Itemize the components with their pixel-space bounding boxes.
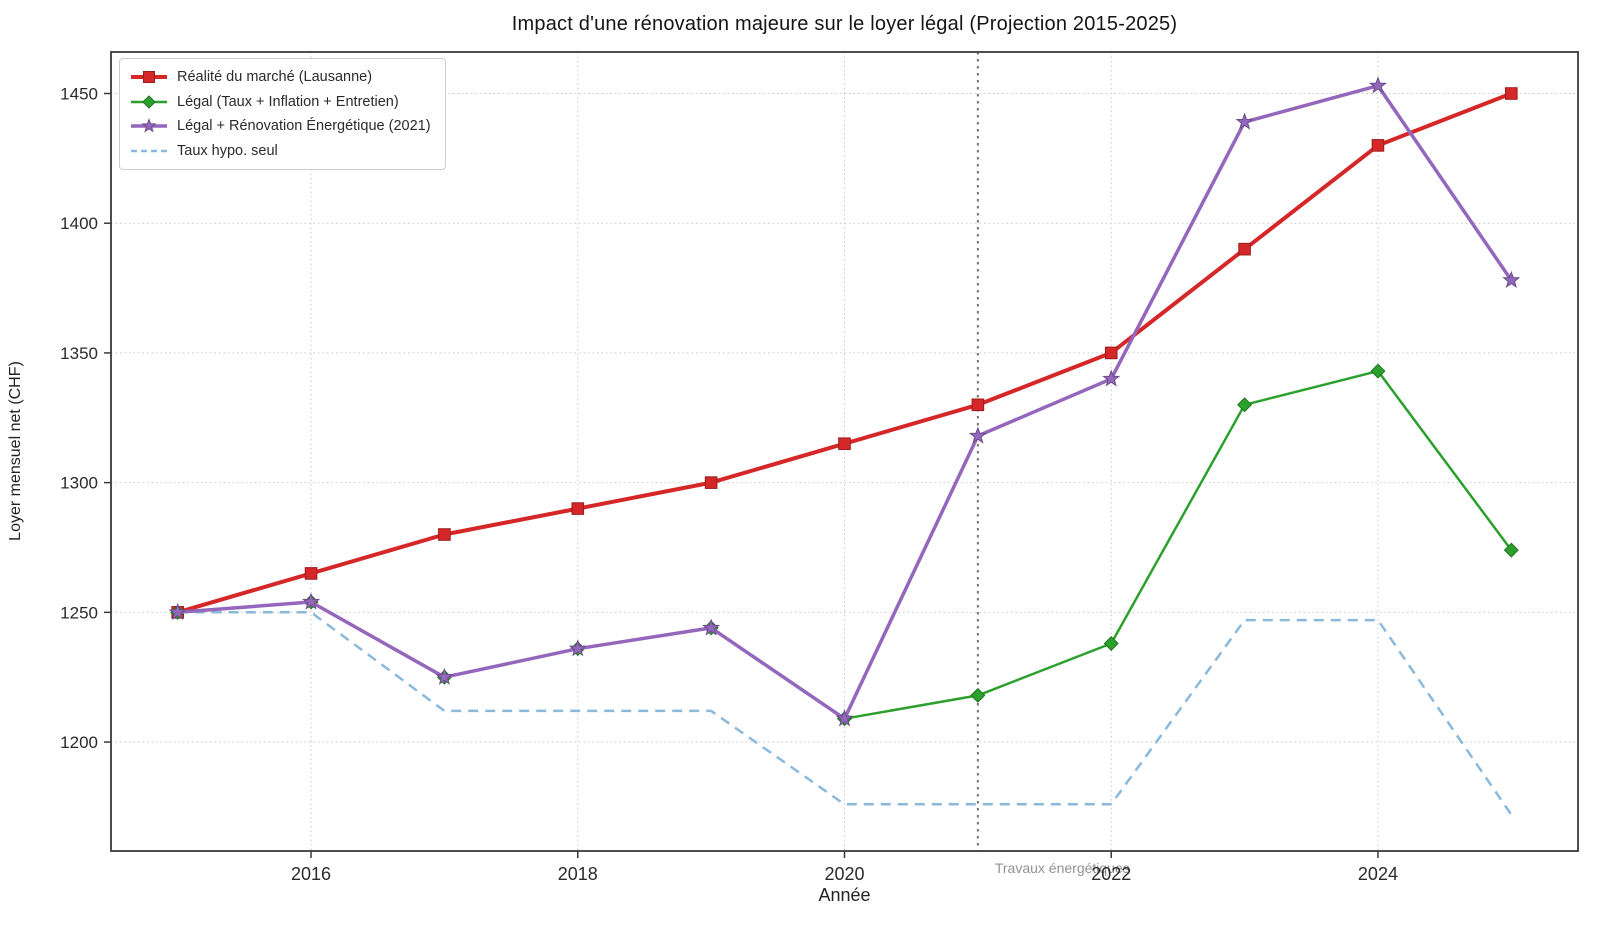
x-tick-label: 2022 — [1091, 864, 1131, 884]
y-tick-label: 1450 — [60, 85, 98, 104]
legend-item-marche: Réalité du marché (Lausanne) — [130, 65, 431, 90]
legend-label: Légal (Taux + Inflation + Entretien) — [177, 93, 399, 110]
series-2 — [168, 76, 1521, 727]
data-point-marker — [1368, 76, 1388, 94]
data-point-marker — [1370, 363, 1386, 379]
plot-border — [110, 51, 1579, 852]
red-square-line-icon — [131, 71, 167, 84]
data-point-marker — [1238, 242, 1251, 256]
y-tick-label: 1400 — [60, 214, 98, 233]
chart-title: Impact d'une rénovation majeure sur le l… — [511, 13, 1178, 35]
legend-label: Réalité du marché (Lausanne) — [177, 69, 373, 86]
data-point-marker — [571, 502, 585, 515]
data-point-marker — [304, 567, 318, 580]
series-0 — [171, 87, 1518, 619]
x-tick-label: 2024 — [1358, 864, 1398, 884]
data-point-marker — [1104, 346, 1118, 360]
data-point-marker — [1371, 139, 1385, 152]
data-point-marker — [302, 592, 321, 610]
legend-item-legal: Légal (Taux + Inflation + Entretien) — [130, 90, 431, 115]
legend-item-taux: Taux hypo. seul — [130, 139, 431, 164]
green-diamond-line-icon — [131, 95, 167, 109]
data-point-marker — [835, 709, 854, 727]
data-point-marker — [970, 687, 986, 703]
x-tick-label: 2018 — [558, 864, 598, 884]
y-tick-label: 1200 — [60, 733, 98, 752]
data-point-marker — [568, 639, 587, 657]
data-point-marker — [1235, 112, 1254, 130]
x-axis-label: Année — [818, 885, 871, 905]
series-1 — [170, 363, 1519, 727]
x-tick-label: 2020 — [824, 864, 864, 884]
data-point-marker — [704, 476, 718, 489]
series-line — [177, 369, 1513, 720]
data-point-marker — [1102, 369, 1121, 387]
purple-star-line-icon — [131, 118, 167, 133]
data-point-marker — [438, 528, 451, 541]
legend-label: Taux hypo. seul — [177, 142, 278, 159]
data-point-marker — [1503, 542, 1519, 558]
data-point-marker — [838, 437, 851, 451]
blue-dashed-line-icon — [131, 149, 167, 152]
data-point-marker — [435, 667, 454, 685]
x-tick-label: 2016 — [291, 864, 331, 884]
y-tick-label: 1250 — [60, 603, 98, 622]
series-3 — [177, 611, 1513, 816]
event-line-label: Travaux énergétiques — [995, 860, 1130, 876]
data-point-marker — [971, 398, 985, 412]
data-point-marker — [1502, 270, 1521, 288]
legend: Réalité du marché (Lausanne) Légal (Taux… — [119, 58, 446, 170]
data-point-marker — [1237, 397, 1253, 413]
data-point-marker — [1505, 87, 1518, 100]
y-axis-label: Loyer mensuel net (CHF) — [7, 361, 24, 541]
y-tick-label: 1350 — [60, 344, 98, 363]
data-point-marker — [968, 426, 987, 444]
series-line — [177, 611, 1513, 816]
legend-item-renovation: Légal + Rénovation Énergétique (2021) — [130, 114, 431, 139]
y-tick-label: 1300 — [60, 474, 98, 493]
data-point-marker — [1103, 635, 1119, 651]
data-point-marker — [168, 602, 187, 621]
legend-label: Légal + Rénovation Énergétique (2021) — [177, 118, 431, 135]
data-point-marker — [702, 618, 721, 636]
